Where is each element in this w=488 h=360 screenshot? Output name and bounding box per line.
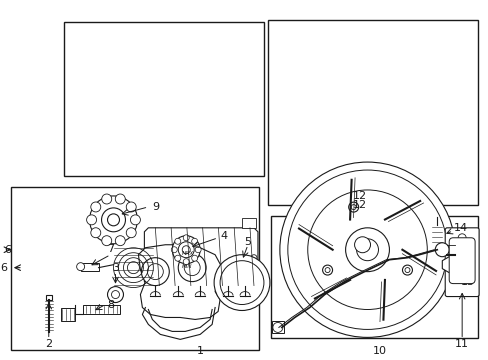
Polygon shape	[11, 187, 259, 350]
Circle shape	[287, 170, 447, 329]
Text: 8: 8	[107, 300, 114, 310]
Circle shape	[147, 264, 163, 280]
Polygon shape	[267, 21, 477, 205]
Text: 6: 6	[0, 263, 7, 273]
Circle shape	[141, 258, 169, 285]
Circle shape	[126, 202, 136, 212]
Circle shape	[115, 236, 125, 246]
Circle shape	[130, 215, 140, 225]
Circle shape	[345, 228, 388, 272]
FancyBboxPatch shape	[448, 238, 474, 284]
Circle shape	[102, 208, 125, 232]
Text: 12: 12	[352, 191, 366, 201]
Circle shape	[178, 242, 194, 258]
Text: 2: 2	[45, 339, 52, 349]
Circle shape	[107, 214, 119, 226]
Text: 7: 7	[107, 244, 114, 254]
Circle shape	[404, 267, 409, 273]
Circle shape	[126, 228, 136, 238]
Polygon shape	[64, 22, 264, 176]
Circle shape	[172, 236, 200, 264]
Text: 6: 6	[4, 245, 11, 255]
Bar	[61, 307, 75, 321]
Polygon shape	[271, 216, 477, 338]
Circle shape	[434, 243, 448, 257]
Circle shape	[178, 254, 206, 282]
Circle shape	[184, 260, 200, 276]
Text: 9: 9	[152, 202, 159, 212]
Circle shape	[182, 246, 190, 254]
Circle shape	[195, 247, 201, 253]
Circle shape	[111, 291, 119, 298]
Circle shape	[191, 238, 197, 244]
Circle shape	[102, 236, 111, 246]
Circle shape	[431, 245, 441, 255]
Text: 4: 4	[220, 231, 227, 241]
Circle shape	[279, 162, 454, 337]
Text: 13: 13	[460, 276, 474, 287]
Circle shape	[325, 267, 329, 273]
Circle shape	[356, 239, 378, 261]
Circle shape	[91, 228, 101, 238]
Polygon shape	[144, 228, 258, 285]
Circle shape	[444, 261, 452, 269]
Polygon shape	[442, 257, 455, 273]
Circle shape	[174, 238, 181, 244]
Bar	[82, 305, 120, 315]
Circle shape	[402, 265, 411, 275]
Bar	[242, 218, 255, 228]
Circle shape	[86, 215, 96, 225]
Circle shape	[272, 323, 282, 332]
Circle shape	[191, 255, 197, 261]
Circle shape	[250, 255, 256, 261]
FancyBboxPatch shape	[444, 228, 478, 297]
Circle shape	[183, 259, 189, 265]
Circle shape	[350, 204, 355, 210]
Circle shape	[171, 247, 177, 253]
Circle shape	[457, 234, 465, 242]
Circle shape	[102, 194, 111, 204]
Circle shape	[307, 190, 427, 310]
Circle shape	[432, 211, 440, 219]
Bar	[430, 225, 442, 245]
Text: 5: 5	[244, 237, 251, 247]
Circle shape	[91, 202, 101, 212]
Text: 1: 1	[196, 346, 203, 356]
Circle shape	[214, 255, 269, 310]
Text: 10: 10	[372, 346, 386, 356]
Circle shape	[348, 202, 358, 212]
Text: MIN: MIN	[182, 264, 192, 269]
Polygon shape	[138, 245, 222, 319]
Text: 11: 11	[454, 339, 468, 349]
Text: 14: 14	[453, 223, 468, 233]
Circle shape	[322, 265, 332, 275]
Bar	[81, 263, 99, 271]
Circle shape	[89, 196, 137, 244]
Text: 12: 12	[352, 200, 366, 210]
Bar	[46, 294, 52, 300]
Circle shape	[77, 263, 84, 271]
Circle shape	[174, 255, 181, 261]
Text: MAX: MAX	[182, 251, 194, 256]
Text: 3: 3	[112, 263, 119, 273]
Circle shape	[115, 194, 125, 204]
Circle shape	[354, 237, 370, 253]
Circle shape	[183, 235, 189, 241]
Bar	[435, 245, 447, 255]
Circle shape	[107, 287, 123, 302]
Circle shape	[220, 261, 264, 305]
Bar	[271, 321, 283, 333]
